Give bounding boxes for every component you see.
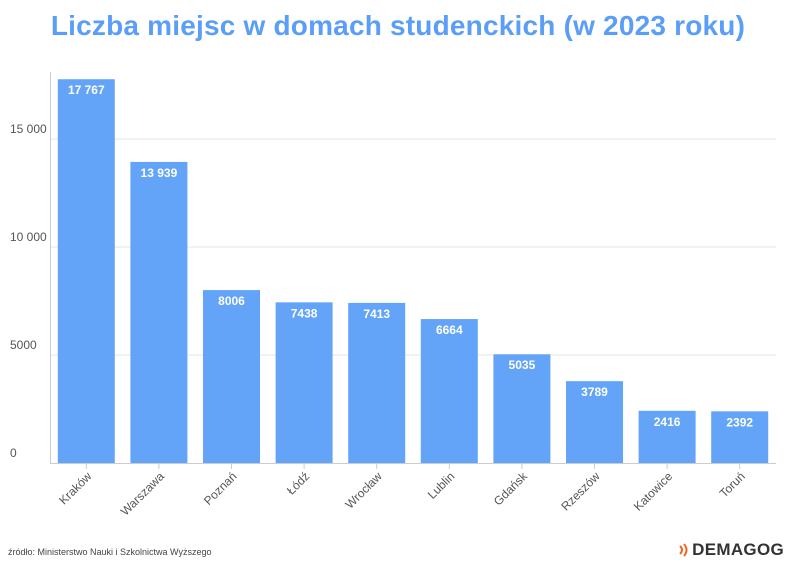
y-tick-label: 15 000 [10, 122, 47, 136]
data-label: 5035 [509, 358, 536, 372]
bar [711, 411, 769, 463]
x-tick-label: Toruń [717, 469, 748, 500]
x-tick-label: Rzeszów [558, 469, 603, 514]
bar [493, 354, 551, 463]
signal-waves-icon [677, 543, 689, 557]
x-tick-label: Poznań [201, 469, 240, 508]
x-tick-label: Warszawa [118, 469, 167, 518]
bar [203, 290, 260, 463]
y-tick-label: 0 [10, 446, 17, 460]
bar [130, 161, 188, 463]
x-tick-label: Łódź [284, 469, 312, 497]
x-tick-label: Katowice [631, 469, 676, 514]
data-label: 8006 [218, 294, 245, 308]
data-label: 3789 [581, 385, 608, 399]
demagog-logo: DEMAGOG [677, 540, 784, 560]
data-label: 2416 [654, 415, 681, 429]
chart-title: Liczba miejsc w domach studenckich (w 20… [50, 10, 746, 41]
data-label: 7413 [363, 307, 390, 321]
data-label: 6664 [436, 323, 463, 337]
logo-text: DEMAGOG [692, 540, 784, 559]
data-label: 13 939 [141, 166, 178, 180]
x-tick-label: Lublin [425, 469, 458, 502]
source-note: źródło: Ministerstwo Nauki i Szkolnictwa… [8, 547, 212, 557]
x-tick-label: Wrocław [343, 469, 386, 512]
data-label: 17 767 [68, 83, 105, 97]
data-label: 7438 [291, 306, 318, 320]
y-tick-label: 10 000 [10, 230, 47, 244]
bar [275, 302, 333, 463]
bar [420, 319, 478, 463]
bar [348, 302, 406, 463]
x-tick-label: Gdańsk [491, 469, 531, 509]
y-tick-label: 5000 [10, 338, 37, 352]
bar [57, 79, 115, 464]
x-tick-label: Kraków [56, 469, 94, 507]
data-label: 2392 [726, 415, 753, 429]
bar [566, 381, 623, 463]
bar [638, 410, 696, 463]
